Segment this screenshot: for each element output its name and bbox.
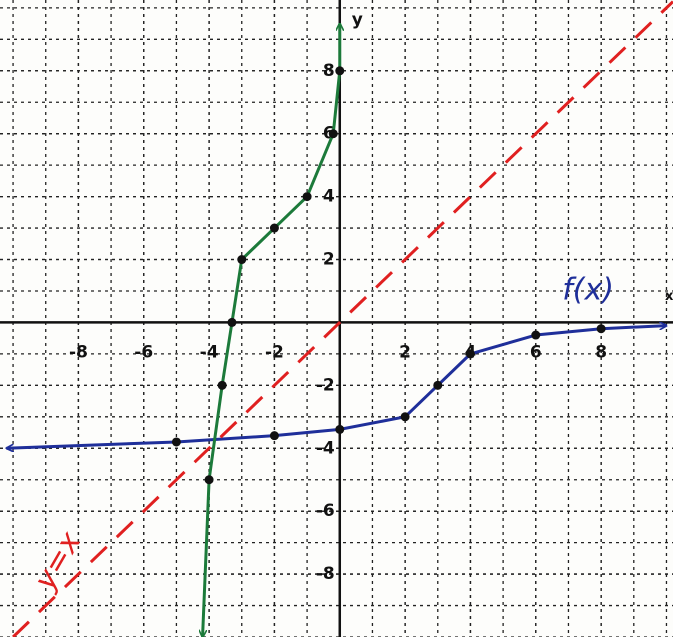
y-tick-label: -2 — [316, 375, 335, 395]
point — [329, 129, 338, 138]
point — [531, 331, 540, 340]
point — [237, 255, 246, 264]
y-tick-label: -4 — [316, 438, 335, 458]
x-axis-label: x — [665, 289, 673, 304]
point — [466, 349, 475, 358]
y-axis-label: y — [352, 10, 363, 30]
x-tick-label: 2 — [399, 342, 411, 362]
y-tick-label: 8 — [323, 61, 335, 81]
y-tick-label: -8 — [316, 564, 335, 584]
x-tick-label: -2 — [265, 342, 284, 362]
point — [270, 224, 279, 233]
point — [335, 66, 344, 75]
point — [303, 192, 312, 201]
point — [205, 475, 214, 484]
y-tick-label: 4 — [323, 187, 335, 207]
x-tick-label: -8 — [69, 342, 88, 362]
point — [335, 425, 344, 434]
x-tick-label: -6 — [134, 342, 153, 362]
point — [218, 381, 227, 390]
point — [401, 412, 410, 421]
point — [270, 431, 279, 440]
x-tick-label: 8 — [595, 342, 607, 362]
x-tick-label: -4 — [200, 342, 219, 362]
point — [597, 324, 606, 333]
point — [172, 437, 181, 446]
x-tick-label: 6 — [530, 342, 542, 362]
point — [227, 318, 236, 327]
point — [433, 381, 442, 390]
series-label: f(x) — [562, 272, 614, 307]
y-tick-label: -6 — [316, 501, 335, 521]
y-tick-label: 2 — [323, 250, 335, 270]
chart: -8-6-4-22468-8-6-4-22468yxf(x)y=x — [0, 0, 673, 637]
